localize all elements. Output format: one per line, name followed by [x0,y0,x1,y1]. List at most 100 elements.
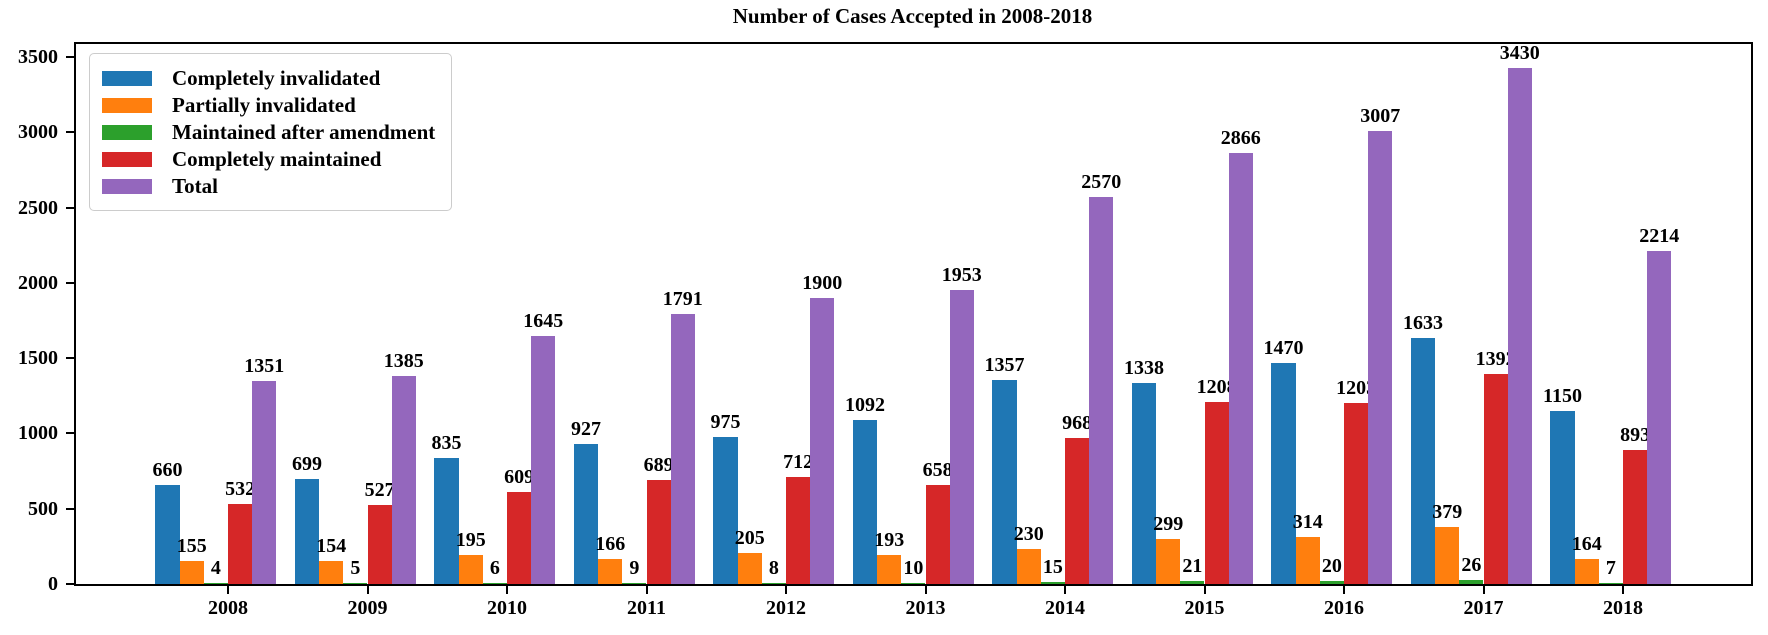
bar-total-2008 [252,380,277,584]
legend: Completely invalidated Partially invalida… [89,53,453,211]
bar-completely-invalidated-2015 [1131,382,1157,584]
y-tick-mark [66,583,74,585]
bar-completely-invalidated-2012 [713,437,738,584]
x-tick-label: 2016 [1324,597,1364,619]
bar-value-label: 9 [629,556,640,579]
bar-value-label: 20 [1321,555,1342,577]
bar-value-label: 26 [1461,554,1482,577]
bar-partially-invalidated-2008 [179,560,204,584]
bar-value-label: 1645 [523,310,564,333]
x-tick-mark [785,586,787,594]
bar-value-label: 1633 [1403,312,1443,335]
legend-item-completely-invalidated: Completely invalidated [102,67,435,89]
bar-completely-maintained-2011 [646,480,671,584]
bar-completely-maintained-2018 [1623,449,1648,584]
bar-value-label: 4 [210,557,221,580]
chart-title: Number of Cases Accepted in 2008-2018 [732,4,1093,28]
bar-partially-invalidated-2013 [877,554,902,584]
bar-total-2012 [810,297,835,584]
bar-value-label: 658 [922,458,953,481]
legend-item-completely-maintained: Completely maintained [102,148,435,170]
plot-spine-left [74,42,76,586]
x-tick-mark [1343,586,1345,594]
bar-completely-maintained-2012 [786,476,811,584]
bar-value-label: 689 [643,454,674,477]
x-tick-label: 2013 [905,597,946,619]
bar-partially-invalidated-2016 [1295,536,1320,584]
x-tick-label: 2012 [766,597,806,619]
bar-completely-maintained-2017 [1483,374,1508,584]
bar-value-label: 660 [152,458,183,481]
y-tick-label: 3500 [18,46,58,69]
plot-spine-bottom [74,584,1753,586]
bar-value-label: 15 [1042,555,1063,578]
bar-completely-invalidated-2011 [573,444,599,584]
bar-total-2014 [1089,197,1114,584]
legend-item-maintained-after-amendment: Maintained after amendment [102,121,435,143]
legend-label: Completely maintained [172,147,382,171]
bar-value-label: 1150 [1543,384,1582,407]
bar-maintained-after-amendment-2011 [622,582,647,584]
bar-maintained-after-amendment-2008 [203,583,228,584]
bar-value-label: 712 [783,450,814,473]
bar-value-label: 1092 [845,393,885,416]
x-tick-label: 2008 [208,597,248,619]
bar-value-label: 195 [455,528,486,551]
bar-value-label: 527 [364,478,395,501]
bar-value-label: 155 [176,534,207,557]
x-tick-mark [645,586,648,594]
bar-total-2018 [1647,250,1672,584]
bar-completely-maintained-2016 [1344,402,1369,584]
bar-partially-invalidated-2015 [1156,539,1181,584]
bar-value-label: 893 [1620,423,1651,446]
x-tick-mark [366,586,369,594]
bar-value-label: 532 [225,477,256,500]
bar-maintained-after-amendment-2012 [761,582,786,584]
y-tick-label: 2000 [18,271,58,294]
bar-value-label: 1900 [802,271,843,294]
bar-partially-invalidated-2012 [737,553,762,584]
bar-value-label: 230 [1013,523,1044,546]
bar-value-label: 5 [350,557,361,580]
bar-completely-maintained-2009 [367,504,392,584]
plot-spine-top [74,42,1753,44]
bar-total-2016 [1368,131,1393,584]
legend-item-partially-invalidated: Partially invalidated [102,94,435,116]
bar-maintained-after-amendment-2017 [1459,580,1484,584]
bar-maintained-after-amendment-2014 [1040,581,1065,584]
bar-partially-invalidated-2010 [458,554,483,584]
bar-value-label: 2214 [1639,224,1680,247]
legend-swatch-partially-invalidated [102,97,152,113]
x-tick-label: 2014 [1045,597,1085,619]
x-tick-mark [1622,586,1624,594]
y-tick-label: 0 [48,573,58,595]
plot-spine-right [1751,42,1753,586]
bar-value-label: 1208 [1196,376,1237,399]
x-tick-label: 2010 [487,597,527,619]
bar-value-label: 10 [903,556,924,579]
bar-partially-invalidated-2009 [319,560,344,584]
bar-value-label: 1357 [984,353,1025,376]
bar-total-2010 [531,336,556,584]
bar-value-label: 2570 [1081,171,1122,194]
bar-value-label: 3430 [1499,41,1540,64]
legend-label: Completely invalidated [172,66,381,90]
y-tick-mark [66,206,74,209]
y-tick-label: 1000 [18,422,58,445]
x-tick-mark [1482,586,1485,594]
bar-partially-invalidated-2017 [1435,526,1460,584]
legend-label: Partially invalidated [172,93,356,117]
y-tick-mark [66,131,74,134]
bar-completely-maintained-2013 [925,484,950,584]
bar-maintained-after-amendment-2015 [1180,580,1205,584]
y-tick-label: 3000 [18,121,58,144]
legend-swatch-total [102,178,152,194]
bar-value-label: 2866 [1220,126,1261,149]
bar-value-label: 8 [768,556,779,579]
bar-total-2015 [1228,152,1253,584]
bar-total-2011 [670,314,695,584]
legend-label: Total [172,174,218,198]
bar-maintained-after-amendment-2013 [901,582,926,584]
legend-label: Maintained after amendment [172,120,436,144]
